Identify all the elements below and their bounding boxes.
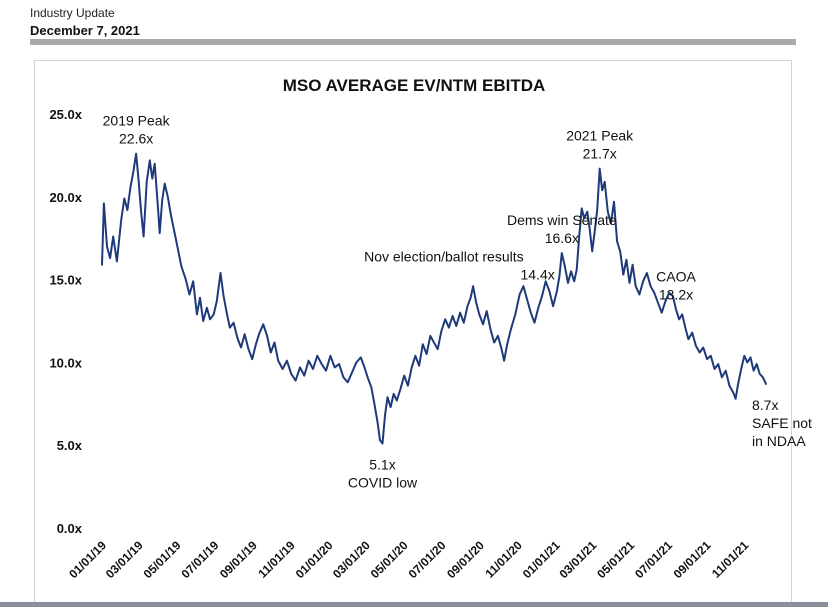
y-tick-label: 5.0x (57, 438, 83, 453)
annotation-label: CAOA (656, 268, 696, 284)
y-tick-label: 10.0x (49, 355, 82, 370)
report-category: Industry Update (30, 6, 115, 20)
x-tick-label: 01/01/20 (293, 538, 336, 581)
x-tick-label: 03/01/20 (330, 538, 373, 581)
annotation-label: 2019 Peak (103, 113, 171, 129)
series-line (101, 152, 767, 445)
y-tick-label: 20.0x (49, 190, 82, 205)
x-tick-label: 01/01/19 (66, 538, 109, 581)
y-axis-ticks: 0.0x 5.0x 10.0x 15.0x 20.0x 25.0x (49, 107, 82, 536)
annotations: 2019 Peak 22.6x 5.1x COVID low Nov election/… (103, 113, 812, 491)
x-tick-label: 09/01/19 (217, 538, 260, 581)
y-tick-label: 15.0x (49, 273, 82, 288)
x-tick-label: 09/01/21 (671, 538, 714, 581)
x-tick-label: 09/01/20 (444, 538, 487, 581)
annotation-label: SAFE not (752, 415, 812, 431)
x-axis-ticks: 01/01/1903/01/1905/01/1907/01/1909/01/19… (66, 538, 751, 581)
bottom-divider (0, 602, 828, 607)
x-tick-label: 11/01/19 (255, 538, 298, 581)
report-date: December 7, 2021 (30, 23, 140, 38)
x-tick-label: 07/01/20 (406, 538, 449, 581)
annotation-label: 8.7x (752, 397, 778, 413)
x-tick-label: 05/01/19 (141, 538, 184, 581)
header-divider (30, 39, 796, 45)
annotation-label: 13.2x (659, 286, 693, 302)
x-tick-label: 03/01/19 (103, 538, 146, 581)
annotation-label: in NDAA (752, 433, 806, 449)
annotation-label: 21.7x (583, 146, 617, 162)
annotation-label: COVID low (348, 475, 418, 491)
annotation-label: Nov election/ballot results (364, 249, 524, 265)
x-tick-label: 11/01/21 (709, 538, 752, 581)
y-tick-label: 0.0x (57, 521, 83, 536)
annotation-label: 5.1x (369, 457, 395, 473)
x-tick-label: 05/01/20 (368, 538, 411, 581)
x-tick-label: 03/01/21 (556, 538, 599, 581)
annotation-label: 14.4x (521, 267, 555, 283)
annotation-label: 2021 Peak (566, 128, 634, 144)
x-tick-label: 07/01/19 (179, 538, 222, 581)
x-tick-label: 11/01/20 (482, 538, 525, 581)
annotation-label: 22.6x (119, 131, 153, 147)
x-tick-label: 05/01/21 (594, 538, 637, 581)
chart-title: MSO AVERAGE EV/NTM EBITDA (283, 76, 546, 95)
x-tick-label: 07/01/21 (632, 538, 675, 581)
annotation-label: Dems win Senate (507, 212, 617, 228)
y-tick-label: 25.0x (49, 107, 82, 122)
annotation-label: 16.6x (545, 230, 579, 246)
x-tick-label: 01/01/21 (520, 538, 563, 581)
